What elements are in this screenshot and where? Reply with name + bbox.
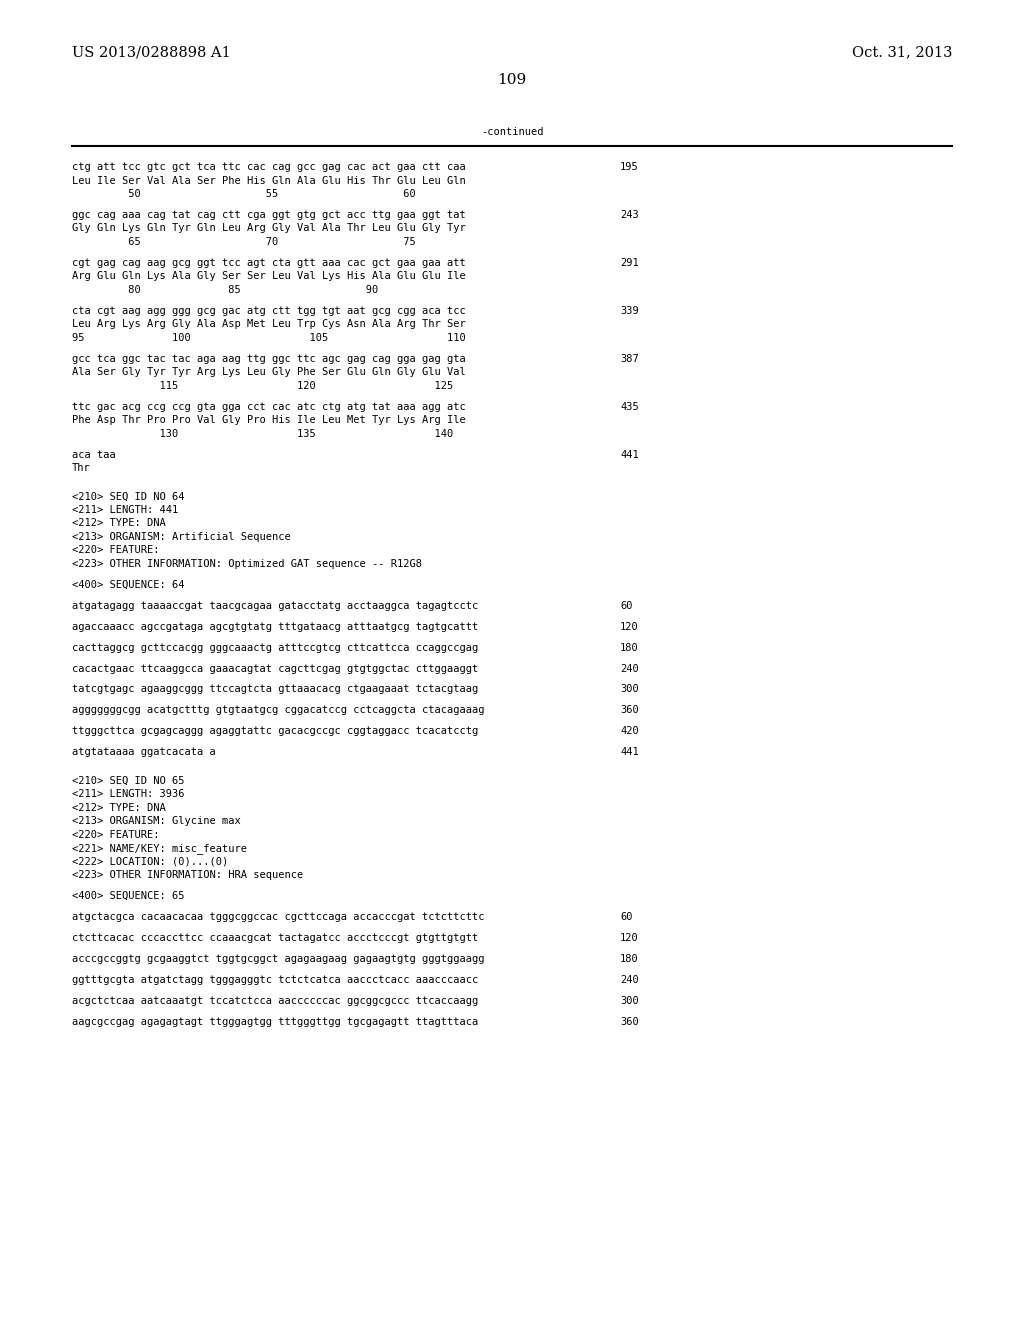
Text: 441: 441 [620,450,639,459]
Text: cta cgt aag agg ggg gcg gac atg ctt tgg tgt aat gcg cgg aca tcc: cta cgt aag agg ggg gcg gac atg ctt tgg … [72,306,466,315]
Text: <210> SEQ ID NO 64: <210> SEQ ID NO 64 [72,491,184,502]
Text: ggc cag aaa cag tat cag ctt cga ggt gtg gct acc ttg gaa ggt tat: ggc cag aaa cag tat cag ctt cga ggt gtg … [72,210,466,220]
Text: Leu Arg Lys Arg Gly Ala Asp Met Leu Trp Cys Asn Ala Arg Thr Ser: Leu Arg Lys Arg Gly Ala Asp Met Leu Trp … [72,319,466,329]
Text: 50                    55                    60: 50 55 60 [72,189,416,199]
Text: 435: 435 [620,401,639,412]
Text: <211> LENGTH: 441: <211> LENGTH: 441 [72,504,178,515]
Text: 130                   135                   140: 130 135 140 [72,429,454,438]
Text: 240: 240 [620,974,639,985]
Text: atgtataaaa ggatcacata a: atgtataaaa ggatcacata a [72,747,216,758]
Text: ttc gac acg ccg ccg gta gga cct cac atc ctg atg tat aaa agg atc: ttc gac acg ccg ccg gta gga cct cac atc … [72,401,466,412]
Text: Ala Ser Gly Tyr Tyr Arg Lys Leu Gly Phe Ser Glu Gln Gly Glu Val: Ala Ser Gly Tyr Tyr Arg Lys Leu Gly Phe … [72,367,466,378]
Text: 180: 180 [620,954,639,964]
Text: 195: 195 [620,162,639,172]
Text: 300: 300 [620,995,639,1006]
Text: <221> NAME/KEY: misc_feature: <221> NAME/KEY: misc_feature [72,843,247,854]
Text: 115                   120                   125: 115 120 125 [72,380,454,391]
Text: <212> TYPE: DNA: <212> TYPE: DNA [72,519,166,528]
Text: Leu Ile Ser Val Ala Ser Phe His Gln Ala Glu His Thr Glu Leu Gln: Leu Ile Ser Val Ala Ser Phe His Gln Ala … [72,176,466,186]
Text: ctcttcacac cccaccttcc ccaaacgcat tactagatcc accctcccgt gtgttgtgtt: ctcttcacac cccaccttcc ccaaacgcat tactaga… [72,933,478,942]
Text: <213> ORGANISM: Artificial Sequence: <213> ORGANISM: Artificial Sequence [72,532,291,543]
Text: 360: 360 [620,1016,639,1027]
Text: 65                    70                    75: 65 70 75 [72,236,416,247]
Text: tatcgtgagc agaaggcggg ttccagtcta gttaaacacg ctgaagaaat tctacgtaag: tatcgtgagc agaaggcggg ttccagtcta gttaaac… [72,685,478,694]
Text: ggtttgcgta atgatctagg tgggagggtc tctctcatca aaccctcacc aaacccaacc: ggtttgcgta atgatctagg tgggagggtc tctctca… [72,974,478,985]
Text: aca taa: aca taa [72,450,116,459]
Text: 60: 60 [620,601,633,611]
Text: cacttaggcg gcttccacgg gggcaaactg atttccgtcg cttcattcca ccaggccgag: cacttaggcg gcttccacgg gggcaaactg atttccg… [72,643,478,652]
Text: <220> FEATURE:: <220> FEATURE: [72,545,160,556]
Text: cacactgaac ttcaaggcca gaaacagtat cagcttcgag gtgtggctac cttggaaggt: cacactgaac ttcaaggcca gaaacagtat cagcttc… [72,664,478,673]
Text: US 2013/0288898 A1: US 2013/0288898 A1 [72,45,230,59]
Text: agaccaaacc agccgataga agcgtgtatg tttgataacg atttaatgcg tagtgcattt: agaccaaacc agccgataga agcgtgtatg tttgata… [72,622,478,632]
Text: 441: 441 [620,747,639,758]
Text: <220> FEATURE:: <220> FEATURE: [72,829,160,840]
Text: atgctacgca cacaacacaa tgggcggccac cgcttccaga accacccgat tctcttcttc: atgctacgca cacaacacaa tgggcggccac cgcttc… [72,912,484,921]
Text: <222> LOCATION: (0)...(0): <222> LOCATION: (0)...(0) [72,857,228,866]
Text: gcc tca ggc tac tac aga aag ttg ggc ttc agc gag cag gga gag gta: gcc tca ggc tac tac aga aag ttg ggc ttc … [72,354,466,364]
Text: -continued: -continued [480,127,544,137]
Text: 300: 300 [620,685,639,694]
Text: Oct. 31, 2013: Oct. 31, 2013 [852,45,952,59]
Text: aagcgccgag agagagtagt ttgggagtgg tttgggttgg tgcgagagtt ttagtttaca: aagcgccgag agagagtagt ttgggagtgg tttgggt… [72,1016,478,1027]
Text: atgatagagg taaaaccgat taacgcagaa gatacctatg acctaaggca tagagtcctc: atgatagagg taaaaccgat taacgcagaa gatacct… [72,601,478,611]
Text: 109: 109 [498,73,526,87]
Text: <213> ORGANISM: Glycine max: <213> ORGANISM: Glycine max [72,816,241,826]
Text: 291: 291 [620,257,639,268]
Text: <210> SEQ ID NO 65: <210> SEQ ID NO 65 [72,776,184,785]
Text: acccgccggtg gcgaaggtct tggtgcggct agagaagaag gagaagtgtg gggtggaagg: acccgccggtg gcgaaggtct tggtgcggct agagaa… [72,954,484,964]
Text: 180: 180 [620,643,639,652]
Text: 60: 60 [620,912,633,921]
Text: Phe Asp Thr Pro Pro Val Gly Pro His Ile Leu Met Tyr Lys Arg Ile: Phe Asp Thr Pro Pro Val Gly Pro His Ile … [72,414,466,425]
Text: 387: 387 [620,354,639,364]
Text: 120: 120 [620,622,639,632]
Text: 420: 420 [620,726,639,737]
Text: ttgggcttca gcgagcaggg agaggtattc gacacgccgc cggtaggacc tcacatcctg: ttgggcttca gcgagcaggg agaggtattc gacacgc… [72,726,478,737]
Text: Arg Glu Gln Lys Ala Gly Ser Ser Leu Val Lys His Ala Glu Glu Ile: Arg Glu Gln Lys Ala Gly Ser Ser Leu Val … [72,272,466,281]
Text: 360: 360 [620,705,639,715]
Text: cgt gag cag aag gcg ggt tcc agt cta gtt aaa cac gct gaa gaa att: cgt gag cag aag gcg ggt tcc agt cta gtt … [72,257,466,268]
Text: ctg att tcc gtc gct tca ttc cac cag gcc gag cac act gaa ctt caa: ctg att tcc gtc gct tca ttc cac cag gcc … [72,162,466,172]
Text: 95              100                   105                   110: 95 100 105 110 [72,333,466,343]
Text: 339: 339 [620,306,639,315]
Text: 80              85                    90: 80 85 90 [72,285,378,294]
Text: <400> SEQUENCE: 65: <400> SEQUENCE: 65 [72,891,184,902]
Text: Gly Gln Lys Gln Tyr Gln Leu Arg Gly Val Ala Thr Leu Glu Gly Tyr: Gly Gln Lys Gln Tyr Gln Leu Arg Gly Val … [72,223,466,234]
Text: <211> LENGTH: 3936: <211> LENGTH: 3936 [72,789,184,799]
Text: 240: 240 [620,664,639,673]
Text: <223> OTHER INFORMATION: Optimized GAT sequence -- R12G8: <223> OTHER INFORMATION: Optimized GAT s… [72,558,422,569]
Text: <212> TYPE: DNA: <212> TYPE: DNA [72,803,166,813]
Text: <400> SEQUENCE: 64: <400> SEQUENCE: 64 [72,579,184,590]
Text: 243: 243 [620,210,639,220]
Text: Thr: Thr [72,463,91,473]
Text: acgctctcaa aatcaaatgt tccatctcca aaccccccac ggcggcgccc ttcaccaagg: acgctctcaa aatcaaatgt tccatctcca aaccccc… [72,995,478,1006]
Text: <223> OTHER INFORMATION: HRA sequence: <223> OTHER INFORMATION: HRA sequence [72,870,303,880]
Text: agggggggcgg acatgctttg gtgtaatgcg cggacatccg cctcaggcta ctacagaaag: agggggggcgg acatgctttg gtgtaatgcg cggaca… [72,705,484,715]
Text: 120: 120 [620,933,639,942]
